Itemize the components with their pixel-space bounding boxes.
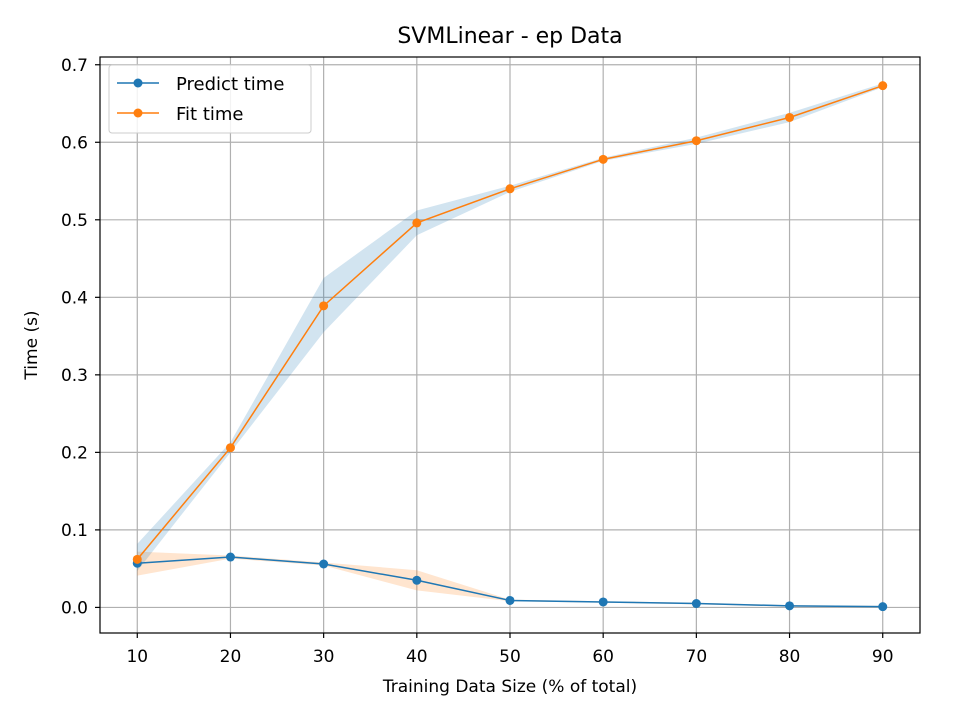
data-point-1 <box>691 136 701 146</box>
y-axis-label: Time (s) <box>22 310 42 380</box>
data-point-0 <box>785 601 795 611</box>
series-lines <box>132 81 888 612</box>
legend: Predict time Fit time <box>108 64 312 134</box>
legend-label-predict-time: Predict time <box>176 74 284 95</box>
data-point-0 <box>412 575 422 585</box>
x-tick-label: 40 <box>406 647 428 667</box>
data-point-1 <box>319 301 329 311</box>
x-tick-label: 50 <box>499 647 521 667</box>
axis-ticks: 10 20 30 40 50 60 70 80 90 0.0 0.1 0.2 0.3 0.4 0.5 0.6 0… <box>61 56 894 667</box>
data-point-1 <box>225 443 235 453</box>
y-tick-label: 0.7 <box>61 56 88 76</box>
y-tick-label: 0.4 <box>61 288 88 308</box>
data-point-1 <box>505 184 515 194</box>
data-point-0 <box>319 559 329 569</box>
data-point-0 <box>878 602 888 612</box>
data-point-1 <box>412 218 422 228</box>
data-point-0 <box>598 597 608 607</box>
data-point-0 <box>225 552 235 562</box>
x-tick-label: 70 <box>686 647 708 667</box>
y-tick-label: 0.2 <box>61 443 88 463</box>
legend-box <box>108 64 312 134</box>
legend-marker-fit-time <box>133 108 143 118</box>
x-tick-label: 30 <box>313 647 335 667</box>
grid <box>100 57 920 633</box>
legend-label-fit-time: Fit time <box>176 104 244 125</box>
x-tick-label: 90 <box>872 647 894 667</box>
x-tick-label: 80 <box>779 647 801 667</box>
legend-marker-predict-time <box>133 78 143 88</box>
y-tick-label: 0.1 <box>61 521 88 541</box>
data-point-0 <box>505 595 515 605</box>
y-tick-label: 0.6 <box>61 133 88 153</box>
data-point-0 <box>691 599 701 609</box>
data-point-1 <box>785 112 795 122</box>
x-tick-label: 60 <box>592 647 614 667</box>
data-point-1 <box>878 81 888 91</box>
x-tick-label: 10 <box>126 647 148 667</box>
y-tick-label: 0.0 <box>61 598 88 618</box>
data-point-1 <box>598 154 608 164</box>
x-axis-label: Training Data Size (% of total) <box>382 677 637 697</box>
data-point-1 <box>132 554 142 564</box>
y-tick-label: 0.5 <box>61 211 88 231</box>
chart-title: SVMLinear - ep Data <box>397 24 622 49</box>
x-tick-label: 20 <box>220 647 242 667</box>
y-tick-label: 0.3 <box>61 366 88 386</box>
